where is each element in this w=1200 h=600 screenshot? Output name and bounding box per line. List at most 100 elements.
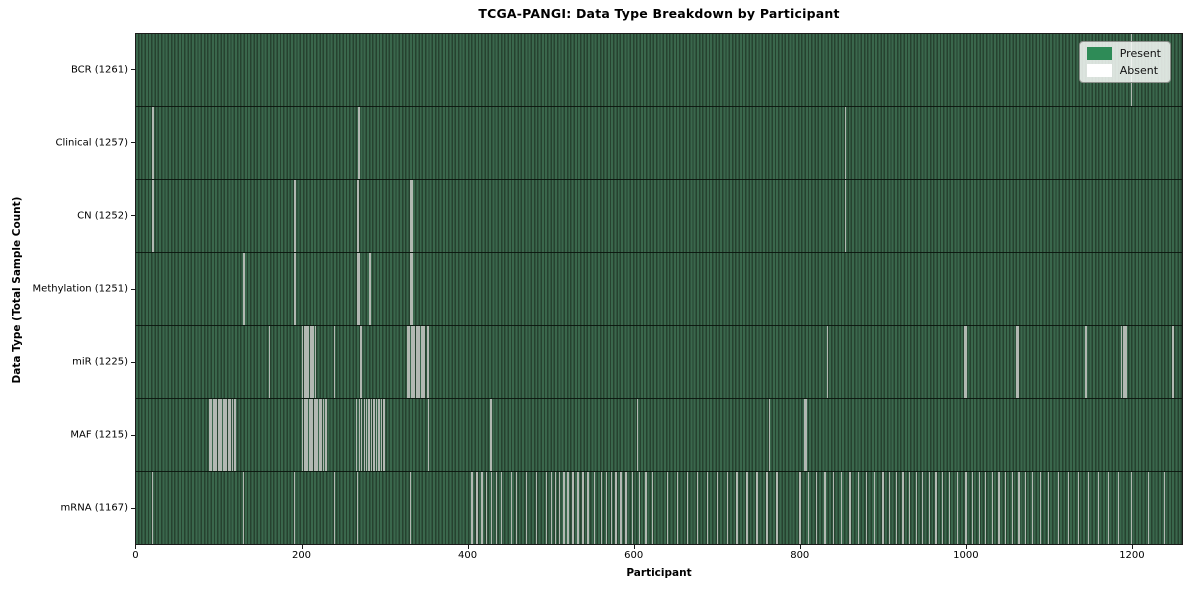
absent-stripe	[651, 472, 654, 544]
absent-stripe	[620, 472, 622, 544]
y-tick-label-miR: miR (1225)	[72, 356, 128, 368]
absent-stripe	[615, 472, 617, 544]
absent-stripe	[305, 399, 307, 471]
absent-stripe	[476, 472, 478, 544]
absent-stripe	[419, 326, 421, 398]
absent-stripe	[373, 399, 375, 471]
absent-stripe	[889, 472, 891, 544]
absent-stripe	[305, 326, 307, 398]
absent-stripe	[414, 326, 416, 398]
absent-stripe	[294, 180, 297, 252]
absent-stripe	[242, 472, 244, 544]
x-tick-mark	[467, 545, 469, 549]
absent-stripe	[804, 399, 806, 471]
absent-stripe	[375, 399, 378, 471]
absent-stripe	[242, 253, 244, 325]
absent-stripe	[1131, 472, 1133, 544]
absent-stripe	[314, 326, 316, 398]
absent-stripe	[1172, 326, 1174, 398]
absent-stripe	[152, 472, 154, 544]
absent-stripe	[490, 399, 492, 471]
absent-stripe	[610, 472, 612, 544]
absent-stripe	[1068, 472, 1070, 544]
absent-stripe	[225, 399, 228, 471]
y-tick-label-BCR: BCR (1261)	[70, 64, 128, 76]
absent-stripe	[1126, 326, 1128, 398]
x-tick-label-400: 400	[458, 550, 478, 561]
absent-stripe	[1087, 472, 1090, 544]
absent-stripe	[806, 399, 808, 471]
legend-item-present: Present	[1086, 47, 1161, 60]
absent-stripe	[587, 472, 589, 544]
absent-stripe	[152, 107, 155, 179]
absent-stripe	[726, 472, 728, 544]
absent-stripe	[915, 472, 917, 544]
absent-stripe	[998, 472, 1000, 544]
absent-stripe	[219, 399, 221, 471]
absent-stripe	[307, 399, 309, 471]
absent-stripe	[696, 472, 698, 544]
absent-stripe	[638, 472, 640, 544]
absent-stripe	[152, 180, 154, 252]
absent-stripe	[269, 326, 271, 398]
plot-area: Present Absent	[135, 33, 1183, 545]
absent-stripe	[308, 399, 311, 471]
absent-stripe	[320, 399, 322, 471]
absent-stripe	[303, 399, 306, 471]
y-tick-label-Clinical: Clinical (1257)	[55, 137, 129, 149]
absent-stripe	[572, 472, 574, 544]
absent-stripe	[302, 399, 304, 471]
absent-stripe	[471, 472, 473, 544]
absent-stripe	[322, 399, 325, 471]
absent-stripe	[1122, 326, 1125, 398]
x-tick-mark	[633, 545, 635, 549]
absent-stripe	[309, 326, 311, 398]
absent-stripe	[293, 253, 296, 325]
absent-stripe	[231, 399, 234, 471]
absent-stripe	[746, 472, 748, 544]
absent-stripe	[501, 472, 503, 544]
matrix-row-MAF	[136, 398, 1182, 471]
absent-stripe	[666, 472, 669, 544]
absent-stripe	[550, 472, 553, 544]
absent-stripe	[1124, 326, 1126, 398]
absent-stripe	[380, 399, 383, 471]
absent-stripe	[357, 107, 359, 179]
x-tick-label-1200: 1200	[1119, 550, 1145, 561]
absent-stripe	[325, 399, 327, 471]
absent-stripe	[417, 326, 419, 398]
absent-stripe	[902, 472, 904, 544]
absent-stripe	[358, 107, 360, 179]
absent-stripe	[302, 326, 304, 398]
absent-stripe	[559, 472, 561, 544]
absent-stripe	[424, 326, 426, 398]
absent-stripe	[222, 399, 224, 471]
x-tick-mark	[965, 545, 967, 549]
absent-stripe	[366, 399, 368, 471]
absent-stripe	[1107, 472, 1110, 544]
absent-stripe	[312, 399, 314, 471]
legend: Present Absent	[1078, 41, 1171, 83]
absent-stripe	[411, 180, 413, 252]
absent-stripe	[625, 472, 627, 544]
absent-stripe	[361, 326, 363, 398]
absent-stripe	[1017, 326, 1019, 398]
absent-stripe	[333, 326, 335, 398]
absent-stripe	[511, 472, 513, 544]
absent-stripe	[824, 472, 826, 544]
absent-stripe	[217, 399, 219, 471]
absent-stripe	[942, 472, 944, 544]
absent-stripe	[368, 399, 370, 471]
absent-stripe	[956, 472, 959, 544]
absent-stripe	[243, 253, 245, 325]
absent-stripe	[840, 472, 843, 544]
y-tick-label-CN: CN (1252)	[77, 210, 128, 222]
absent-stripe	[293, 472, 296, 544]
absent-stripe	[935, 472, 937, 544]
absent-stripe	[422, 326, 424, 398]
absent-stripe	[545, 472, 548, 544]
absent-stripe	[357, 253, 359, 325]
x-tick-mark	[1131, 545, 1133, 549]
absent-stripe	[227, 399, 229, 471]
absent-stripe	[1018, 472, 1020, 544]
